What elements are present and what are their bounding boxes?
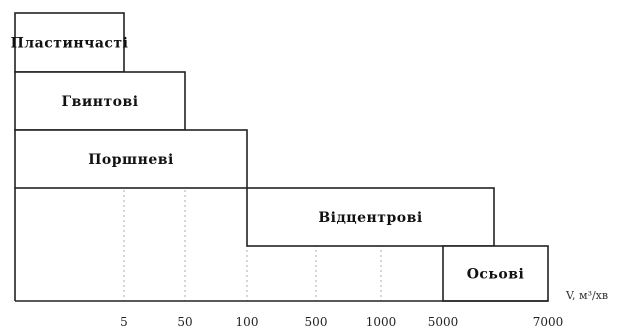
x-tick-label-5: 5 bbox=[120, 315, 128, 329]
x-tick-label-7000: 7000 bbox=[533, 315, 564, 329]
x-tick-label-100: 100 bbox=[236, 315, 259, 329]
x-tick-label-5000: 5000 bbox=[428, 315, 459, 329]
range-bars: Пластинчасті Гвинтові Поршневі Відцентрові О… bbox=[11, 12, 549, 302]
range-bar-label: Гвинтові bbox=[61, 94, 138, 110]
range-bar-5: Осьові bbox=[442, 245, 549, 302]
range-bar-2: Гвинтові bbox=[14, 71, 186, 131]
range-bar-label: Пластинчасті bbox=[11, 36, 129, 52]
range-bar-rect bbox=[14, 71, 186, 131]
x-tick-label-500: 500 bbox=[305, 315, 328, 329]
range-bar-rect bbox=[246, 187, 495, 247]
range-bar-1: Пластинчасті bbox=[11, 12, 129, 73]
x-axis-unit-label: V, м³/хв bbox=[565, 289, 608, 302]
range-bar-label: Поршневі bbox=[88, 152, 174, 168]
x-tick-label-50: 50 bbox=[177, 315, 192, 329]
range-bar-rect bbox=[442, 245, 549, 302]
range-bar-rect bbox=[14, 12, 125, 73]
range-bar-4: Відцентрові bbox=[246, 187, 495, 247]
range-bar-label: Відцентрові bbox=[318, 210, 422, 226]
range-bar-label: Осьові bbox=[467, 267, 525, 283]
x-tick-label-1000: 1000 bbox=[366, 315, 397, 329]
range-bar-rect bbox=[14, 129, 248, 189]
range-bar-3: Поршневі bbox=[14, 129, 248, 189]
